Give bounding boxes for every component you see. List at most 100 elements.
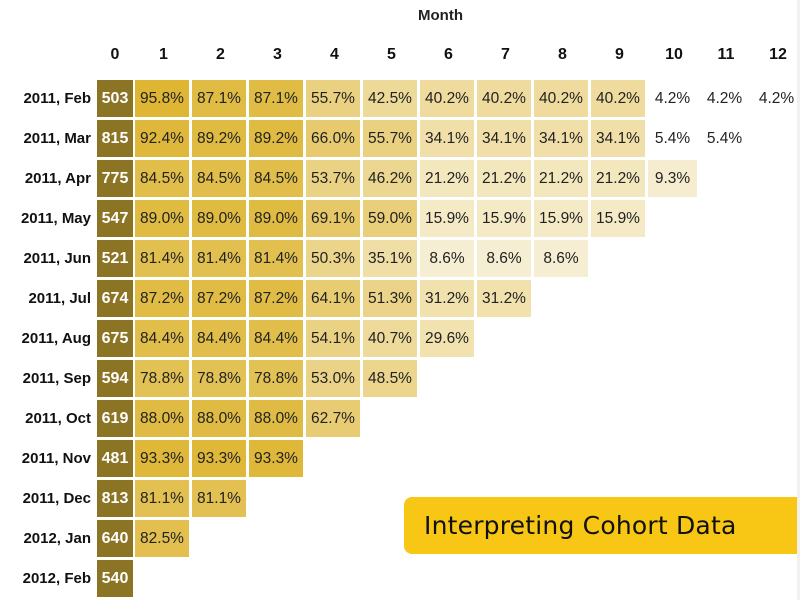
retention-cell: 15.9% [477, 200, 531, 237]
retention-cell: 21.2% [420, 160, 474, 197]
cohort-label: 2012, Jan [23, 530, 91, 547]
retention-cell: 51.3% [363, 280, 417, 317]
retention-cell: 87.1% [192, 80, 246, 117]
cohort-label: 2011, Nov [21, 450, 91, 467]
column-header: 4 [330, 46, 339, 63]
retention-cell: 21.2% [591, 160, 645, 197]
cohort-size-cell: 775 [97, 160, 133, 197]
retention-cell: 40.7% [363, 320, 417, 357]
retention-cell: 89.0% [192, 200, 246, 237]
cohort-label: 2011, Dec [22, 490, 91, 507]
cohort-size-cell: 619 [97, 400, 133, 437]
column-header: 11 [717, 46, 735, 63]
retention-cell: 9.3% [648, 160, 697, 197]
retention-cell: 40.2% [477, 80, 531, 117]
retention-cell: 87.1% [249, 80, 303, 117]
retention-cell: 84.4% [135, 320, 189, 357]
retention-cell: 89.2% [192, 120, 246, 157]
retention-cell: 15.9% [534, 200, 588, 237]
retention-cell: 46.2% [363, 160, 417, 197]
cohort-label: 2011, Apr [24, 170, 91, 187]
retention-cell: 53.7% [306, 160, 360, 197]
column-header: 6 [444, 46, 453, 63]
cohort-size-cell: 815 [97, 120, 133, 157]
retention-cell: 64.1% [306, 280, 360, 317]
retention-cell: 8.6% [420, 240, 474, 277]
retention-cell: 40.2% [420, 80, 474, 117]
column-header: 10 [665, 46, 683, 63]
retention-cell: 78.8% [135, 360, 189, 397]
right-edge-divider [797, 0, 800, 600]
cohort-size-cell: 540 [97, 560, 133, 597]
retention-cell: 62.7% [306, 400, 360, 437]
retention-cell: 89.2% [249, 120, 303, 157]
cohort-size-cell: 521 [97, 240, 133, 277]
column-header: 1 [159, 46, 168, 63]
retention-cell: 87.2% [249, 280, 303, 317]
retention-cell: 40.2% [534, 80, 588, 117]
column-header: 7 [501, 46, 510, 63]
title-banner: Interpreting Cohort Data [404, 497, 800, 554]
retention-cell: 81.4% [135, 240, 189, 277]
retention-cell: 92.4% [135, 120, 189, 157]
retention-cell: 8.6% [534, 240, 588, 277]
retention-cell: 55.7% [363, 120, 417, 157]
retention-cell: 31.2% [420, 280, 474, 317]
cohort-size-cell: 503 [97, 80, 133, 117]
retention-cell: 89.0% [135, 200, 189, 237]
retention-cell: 84.5% [192, 160, 246, 197]
retention-cell: 31.2% [477, 280, 531, 317]
column-header: 8 [558, 46, 567, 63]
retention-cell: 88.0% [249, 400, 303, 437]
cohort-label: 2011, May [20, 210, 91, 227]
column-header: 9 [615, 46, 624, 63]
retention-cell: 34.1% [477, 120, 531, 157]
retention-cell: 69.1% [306, 200, 360, 237]
cohort-label: 2011, Feb [23, 90, 91, 107]
cohort-size-cell: 481 [97, 440, 133, 477]
cohort-size-cell: 674 [97, 280, 133, 317]
cohort-label: 2011, Jul [28, 290, 91, 307]
retention-cell: 4.2% [758, 90, 795, 107]
retention-cell: 78.8% [192, 360, 246, 397]
retention-cell: 84.5% [135, 160, 189, 197]
retention-cell: 93.3% [192, 440, 246, 477]
retention-cell: 5.4% [706, 130, 743, 147]
cohort-size-cell: 640 [97, 520, 133, 557]
retention-cell: 84.4% [192, 320, 246, 357]
cohort-label: 2011, Sep [22, 370, 91, 387]
retention-cell: 88.0% [192, 400, 246, 437]
retention-cell: 84.5% [249, 160, 303, 197]
retention-cell: 15.9% [420, 200, 474, 237]
retention-cell: 93.3% [249, 440, 303, 477]
cohort-size-cell: 594 [97, 360, 133, 397]
cohort-size-cell: 813 [97, 480, 133, 517]
cohort-label: 2011, Mar [23, 130, 91, 147]
retention-cell: 34.1% [591, 120, 645, 157]
retention-cell: 81.1% [135, 480, 189, 517]
retention-cell: 29.6% [420, 320, 474, 357]
retention-cell: 87.2% [135, 280, 189, 317]
cohort-label: 2011, Jun [23, 250, 91, 267]
column-header: 2 [216, 46, 225, 63]
x-axis-title: Month [418, 7, 463, 24]
cohort-size-cell: 675 [97, 320, 133, 357]
retention-cell: 40.2% [591, 80, 645, 117]
retention-cell: 21.2% [477, 160, 531, 197]
retention-cell: 34.1% [420, 120, 474, 157]
retention-cell: 78.8% [249, 360, 303, 397]
retention-cell: 81.4% [192, 240, 246, 277]
retention-cell: 81.4% [249, 240, 303, 277]
retention-cell: 55.7% [306, 80, 360, 117]
retention-cell: 81.1% [192, 480, 246, 517]
cohort-label: 2011, Aug [21, 330, 91, 347]
retention-cell: 50.3% [306, 240, 360, 277]
retention-cell: 59.0% [363, 200, 417, 237]
retention-cell: 34.1% [534, 120, 588, 157]
retention-cell: 4.2% [706, 90, 743, 107]
retention-cell: 53.0% [306, 360, 360, 397]
retention-cell: 66.0% [306, 120, 360, 157]
column-header: 12 [769, 46, 787, 63]
retention-cell: 5.4% [654, 130, 691, 147]
retention-cell: 48.5% [363, 360, 417, 397]
